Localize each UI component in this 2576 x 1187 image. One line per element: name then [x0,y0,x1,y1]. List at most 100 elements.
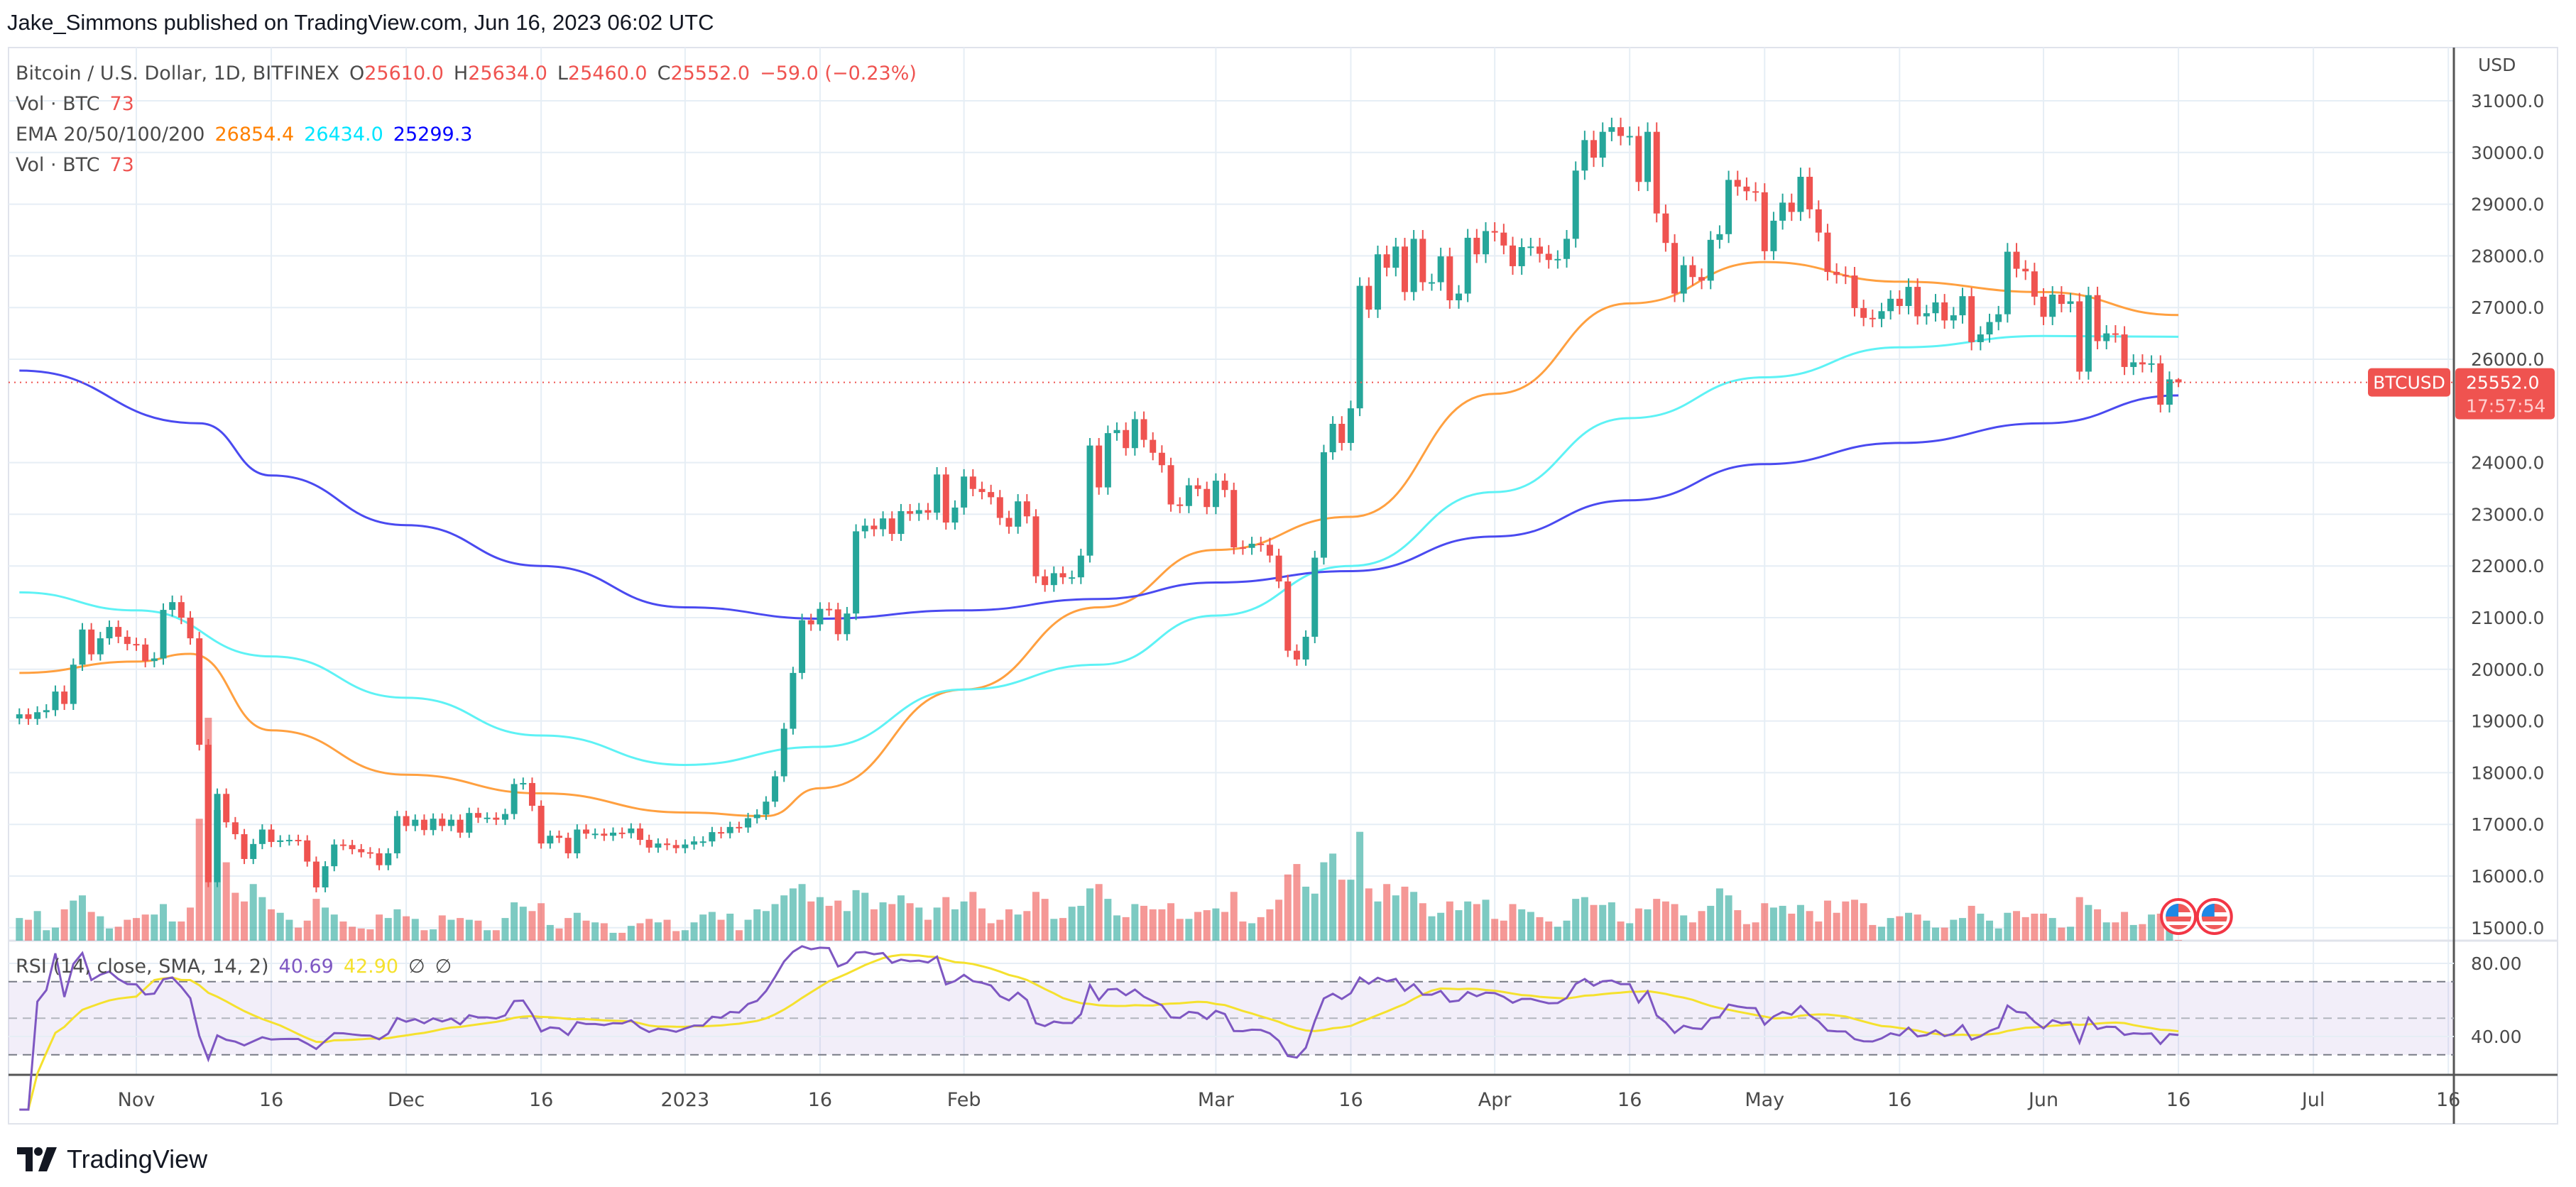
candle-body[interactable] [1617,127,1625,136]
candle-body[interactable] [637,828,644,841]
candle-body[interactable] [1032,516,1039,576]
candle-body[interactable] [1365,285,1372,310]
candle-body[interactable] [1950,315,1957,321]
candle-body[interactable] [295,840,302,842]
candle-body[interactable] [861,525,868,532]
candle-body[interactable] [1194,485,1201,489]
candle-body[interactable] [1293,650,1300,660]
candle-body[interactable] [1932,302,1939,314]
candle-body[interactable] [2139,362,2146,365]
candle-body[interactable] [1518,247,1525,266]
candle-body[interactable] [2094,295,2101,341]
candle-body[interactable] [1572,170,1579,239]
candle-body[interactable] [1167,465,1174,505]
candle-body[interactable] [1707,239,1714,281]
candle-body[interactable] [1662,213,1669,244]
candle-body[interactable] [1527,246,1534,248]
candle-body[interactable] [196,638,203,745]
candle-body[interactable] [1221,481,1228,491]
candle-body[interactable] [1734,180,1741,187]
candle-body[interactable] [799,620,806,673]
candle-body[interactable] [25,714,32,719]
candle-body[interactable] [1185,485,1192,506]
candle-body[interactable] [511,784,518,814]
candle-body[interactable] [214,794,221,882]
candle-body[interactable] [1959,296,1966,316]
candle-body[interactable] [142,644,149,662]
candle-body[interactable] [1104,433,1111,488]
candle-body[interactable] [1069,577,1076,579]
candle-body[interactable] [1797,177,1804,212]
candle-body[interactable] [1743,186,1750,192]
candle-body[interactable] [699,841,706,843]
candle-body[interactable] [2157,363,2164,405]
candle-body[interactable] [501,814,508,820]
candle-body[interactable] [1042,576,1049,586]
candle-body[interactable] [2013,251,2020,269]
candle-body[interactable] [322,866,329,888]
candle-body[interactable] [1347,408,1354,443]
candle-body[interactable] [1788,202,1795,212]
candle-body[interactable] [1716,234,1723,240]
candle-body[interactable] [628,828,635,833]
volume-legend[interactable]: Vol · BTC 73 [16,93,144,115]
candle-body[interactable] [1725,180,1732,234]
candle-body[interactable] [1491,231,1498,233]
candle-body[interactable] [745,818,752,828]
tradingview-logo[interactable]: TradingView [17,1144,207,1174]
candle-body[interactable] [1437,256,1444,283]
candle-body[interactable] [907,511,914,514]
candle-body[interactable] [34,712,41,719]
candle-body[interactable] [555,836,562,838]
candle-body[interactable] [1383,254,1390,268]
candle-body[interactable] [285,840,293,842]
candle-body[interactable] [349,845,356,850]
candle-body[interactable] [1059,573,1066,578]
candle-body[interactable] [780,728,787,777]
candle-body[interactable] [447,819,454,826]
candle-body[interactable] [915,510,922,514]
candle-body[interactable] [366,852,373,854]
candle-body[interactable] [2076,301,2083,372]
candle-body[interactable] [897,511,905,535]
candle-body[interactable] [888,518,895,535]
candle-body[interactable] [106,627,113,639]
candle-body[interactable] [1374,254,1381,310]
candle-body[interactable] [430,819,437,831]
candle-body[interactable] [718,832,725,834]
candle-body[interactable] [1086,445,1093,556]
candle-body[interactable] [1329,424,1336,453]
candle-body[interactable] [133,644,140,646]
candle-body[interactable] [2049,295,2056,317]
candle-body[interactable] [52,691,59,711]
candle-body[interactable] [1419,239,1426,283]
candle-body[interactable] [618,832,626,834]
candle-body[interactable] [474,813,481,818]
candle-body[interactable] [537,805,545,844]
candle-body[interactable] [1545,253,1552,261]
candle-body[interactable] [1860,307,1867,318]
candle-body[interactable] [1590,140,1598,158]
candle-body[interactable] [223,794,230,823]
candle-body[interactable] [1923,313,1930,317]
candle-body[interactable] [682,844,689,848]
candle-body[interactable] [1131,419,1138,449]
candle-body[interactable] [1356,285,1363,409]
candle-body[interactable] [2085,295,2092,372]
candle-body[interactable] [1158,452,1165,466]
candle-body[interactable] [457,819,464,833]
candle-body[interactable] [1284,581,1292,651]
candle-body[interactable] [97,638,104,655]
candle-body[interactable] [1653,131,1660,214]
candle-body[interactable] [574,829,581,853]
candle-body[interactable] [1905,287,1912,307]
candle-body[interactable] [1626,136,1633,138]
candle-body[interactable] [277,840,284,842]
candle-body[interactable] [2166,379,2173,405]
candle-body[interactable] [672,845,680,848]
candle-body[interactable] [2067,301,2074,305]
candle-body[interactable] [1302,636,1309,660]
candle-body[interactable] [1204,488,1211,508]
candle-body[interactable] [934,474,941,513]
candle-body[interactable] [2040,296,2047,317]
